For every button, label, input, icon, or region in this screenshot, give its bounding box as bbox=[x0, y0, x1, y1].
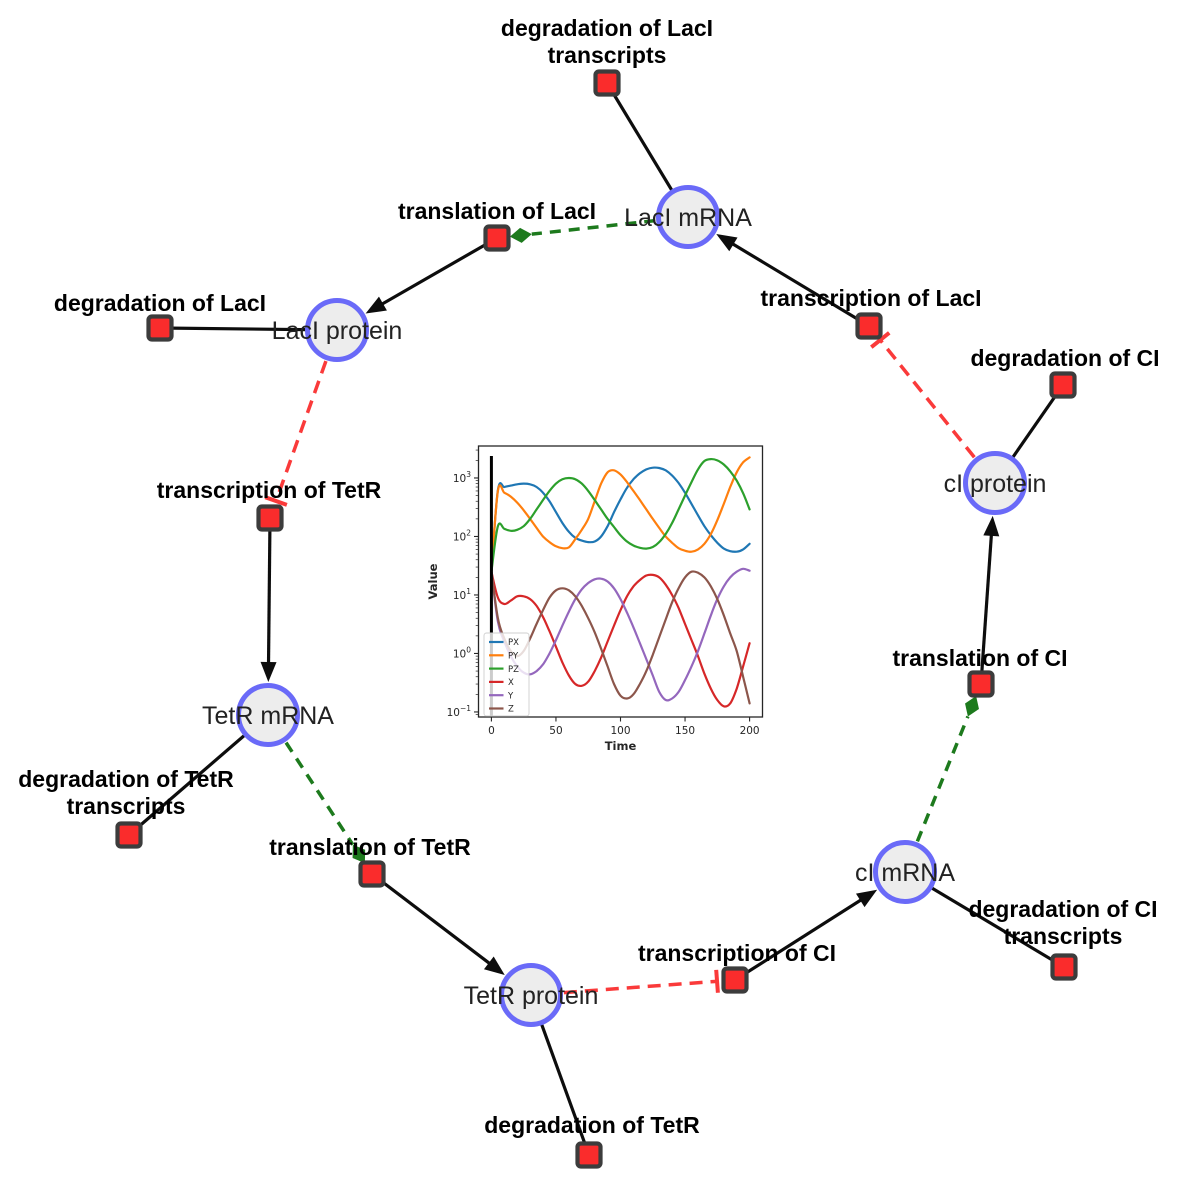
reaction-label-translation_LacI: translation of LacI bbox=[398, 198, 596, 224]
reaction-label-deg_TetR: degradation of TetR bbox=[484, 1112, 700, 1138]
reaction-node-transcription_CI bbox=[721, 966, 749, 994]
labels-layer: degradation of LacItranscriptstranslatio… bbox=[18, 15, 1159, 1138]
edge-product-transcription_LacI-to-LacI_mRNA bbox=[716, 234, 859, 321]
reaction-label-transcription_LacI: transcription of LacI bbox=[760, 285, 981, 311]
reaction-label-deg_CI_transcripts-line2: transcripts bbox=[1004, 923, 1123, 949]
inset-chart: 0 50 100 150 20010−1100101102103TimeValuePXP… bbox=[426, 445, 764, 753]
reaction-label-deg_LacI_transcripts-line2: transcripts bbox=[548, 42, 667, 68]
reaction-label-transcription_CI: transcription of CI bbox=[638, 940, 836, 966]
chart-x-tick-label: 150 bbox=[675, 725, 695, 737]
edge-inhibition-TetR_protein-to-transcription_CI bbox=[563, 969, 720, 995]
chart-series-Z bbox=[490, 570, 751, 705]
species-label-LacI_mRNA: LacI mRNA bbox=[624, 204, 752, 232]
reaction-node-translation_TetR bbox=[358, 860, 386, 888]
reaction-label-deg_LacI_transcripts: degradation of LacI bbox=[501, 15, 713, 41]
chart-series-PX bbox=[490, 466, 751, 573]
chart-y-tick-label: 103 bbox=[453, 470, 471, 485]
edge-product-transcription_TetR-to-TetR_mRNA bbox=[260, 530, 277, 683]
chart-y-tick-label: 101 bbox=[453, 587, 471, 602]
reaction-node-transcription_TetR bbox=[256, 504, 284, 532]
legend-label-PZ: PZ bbox=[508, 665, 519, 675]
species-label-cI_mRNA: cI mRNA bbox=[855, 859, 955, 887]
species-label-TetR_protein: TetR protein bbox=[464, 982, 599, 1010]
edge-product-translation_TetR-to-TetR_protein bbox=[381, 880, 505, 976]
arrowhead-icon bbox=[716, 234, 738, 252]
edge-product-transcription_CI-to-cI_mRNA bbox=[745, 889, 878, 975]
legend-label-PX: PX bbox=[508, 638, 519, 648]
species-label-TetR_mRNA: TetR mRNA bbox=[202, 702, 334, 730]
reaction-node-deg_CI bbox=[1049, 371, 1077, 399]
reaction-label-deg_LacI: degradation of LacI bbox=[54, 290, 266, 316]
chart-y-axis-label: Value bbox=[426, 563, 440, 599]
species-node-cI_protein bbox=[963, 451, 1027, 515]
legend-label-PY: PY bbox=[508, 652, 519, 662]
arrowhead-icon bbox=[365, 296, 387, 314]
arrowhead-icon bbox=[855, 889, 878, 908]
species-nodes-layer bbox=[236, 185, 1027, 1027]
species-node-TetR_protein bbox=[499, 963, 563, 1027]
chart-x-ticks: 0 50 100 150 200 bbox=[488, 717, 760, 737]
reaction-label-deg_TetR_transcripts: degradation of TetR bbox=[18, 766, 234, 792]
diamond-arrowhead-icon bbox=[509, 227, 532, 243]
reaction-node-deg_CI_transcripts bbox=[1050, 953, 1078, 981]
chart-x-tick-label: 200 bbox=[740, 725, 760, 737]
edge-product-translation_CI-to-cI_protein bbox=[980, 515, 1000, 672]
reaction-node-deg_TetR_transcripts bbox=[115, 821, 143, 849]
species-label-LacI_protein: LacI protein bbox=[272, 317, 403, 345]
arrowhead-icon bbox=[983, 515, 1000, 537]
edge-product-translation_LacI-to-LacI_protein bbox=[365, 243, 487, 314]
edge-modifier-cI_mRNA-to-translation_CI bbox=[915, 696, 979, 843]
edge-modifier-TetR_mRNA-to-translation_TetR bbox=[284, 741, 366, 864]
chart-series-group bbox=[489, 456, 751, 717]
tee-inhibitor-icon bbox=[264, 495, 288, 507]
chart-legend: PX PY PZ XYZ bbox=[483, 632, 530, 717]
tee-inhibitor-icon bbox=[870, 331, 891, 349]
chart-y-tick-label: 102 bbox=[453, 528, 471, 543]
species-node-TetR_mRNA bbox=[236, 683, 300, 747]
reaction-label-translation_CI: translation of CI bbox=[892, 645, 1067, 671]
tee-inhibitor-icon bbox=[714, 969, 720, 993]
reaction-label-translation_TetR: translation of TetR bbox=[269, 834, 471, 860]
edges-layer bbox=[127, 82, 1065, 1156]
species-node-LacI_protein bbox=[305, 298, 369, 362]
legend-label-Y: Y bbox=[507, 691, 514, 701]
chart-x-axis-label: Time bbox=[605, 739, 637, 753]
reaction-node-deg_TetR bbox=[575, 1141, 603, 1169]
reaction-node-deg_LacI bbox=[146, 314, 174, 342]
chart-y-tick-label: 10−1 bbox=[447, 704, 472, 719]
legend-label-X: X bbox=[508, 678, 514, 688]
reaction-node-translation_CI bbox=[967, 670, 995, 698]
reaction-node-transcription_LacI bbox=[855, 312, 883, 340]
chart-x-tick-label: 100 bbox=[610, 725, 630, 737]
reaction-label-transcription_TetR: transcription of TetR bbox=[157, 477, 382, 503]
reaction-label-deg_CI: degradation of CI bbox=[970, 345, 1159, 371]
chart-y-ticks: 10−1 100 101 102 103 bbox=[447, 449, 479, 719]
diamond-arrowhead-icon bbox=[965, 696, 979, 717]
edge-modifier-LacI_mRNA-to-translation_LacI bbox=[509, 218, 656, 243]
arrowhead-icon bbox=[483, 956, 505, 976]
reaction-node-translation_LacI bbox=[483, 224, 511, 252]
chart-x-tick-label: 0 bbox=[488, 725, 495, 737]
reaction-node-deg_LacI_transcripts bbox=[593, 69, 621, 97]
diamond-arrowhead-icon bbox=[352, 844, 366, 864]
species-label-cI_protein: cI protein bbox=[944, 470, 1047, 498]
chart-x-tick-label: 50 bbox=[549, 725, 562, 737]
chart-y-tick-label: 100 bbox=[453, 645, 471, 660]
chart-series-X bbox=[490, 570, 751, 708]
reaction-label-deg_CI_transcripts: degradation of CI bbox=[968, 896, 1157, 922]
chart-series-PZ bbox=[490, 457, 751, 573]
legend-label-Z: Z bbox=[508, 705, 514, 715]
arrowhead-icon bbox=[260, 661, 277, 683]
chart-series-Y bbox=[490, 567, 751, 702]
species-node-LacI_mRNA bbox=[656, 185, 720, 249]
edge-inhibition-LacI_protein-to-transcription_TetR bbox=[264, 360, 328, 507]
reaction-label-deg_TetR_transcripts-line2: transcripts bbox=[67, 793, 186, 819]
chart-series-PY bbox=[490, 456, 751, 573]
edge-inhibition-cI_protein-to-transcription_LacI bbox=[870, 331, 976, 459]
reaction-nodes-layer bbox=[115, 69, 1078, 1169]
species-node-cI_mRNA bbox=[873, 840, 937, 904]
